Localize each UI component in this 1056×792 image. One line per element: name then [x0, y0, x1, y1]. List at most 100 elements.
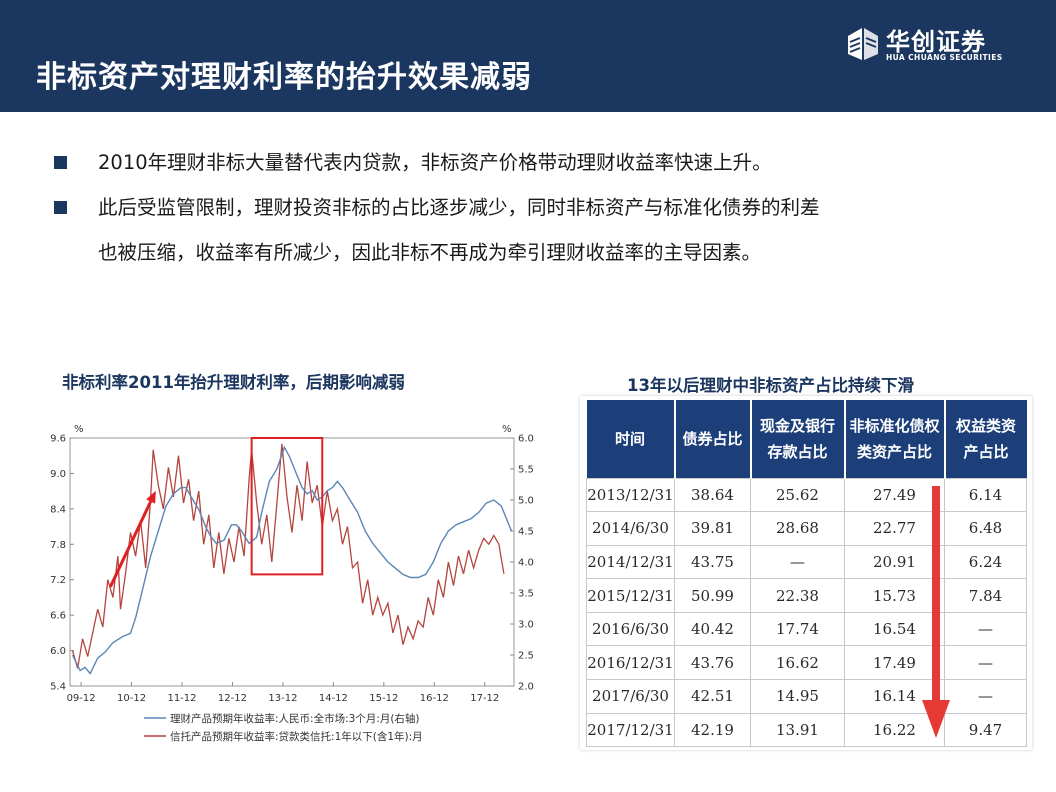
table-cell: 9.47 — [944, 712, 1027, 748]
series-line-wealth: 理财产品预期年收益率:人民币:全市场:3个月:月(右轴) — [71, 445, 513, 675]
allocation-table: 时间 债券占比 现金及银行 存款占比 非标准化债权 类资产占比 权益类资 产占比 2013/1… — [586, 400, 1027, 748]
x-tick-label: 10-12 — [117, 693, 146, 704]
table-cell: 25.62 — [750, 477, 845, 513]
bullet-square-icon — [54, 156, 67, 169]
header-bar: 非标资产对理财利率的抬升效果减弱 华创证券 HUA CHUANG SECURIT… — [0, 0, 1056, 112]
table-cell: 42.19 — [674, 712, 751, 748]
table-cell: 13.91 — [750, 712, 845, 748]
table-cell: 6.14 — [944, 477, 1027, 513]
left-tick-label: 5.4 — [50, 682, 66, 693]
table-cell: — — [944, 611, 1027, 647]
table-header-cell: 时间 — [586, 400, 676, 478]
right-tick-label: 4.5 — [518, 527, 534, 538]
right-tick-label: 2.5 — [518, 651, 534, 662]
bullet-item: 此后受监管限制，理财投资非标的占比逐步减少，同时非标资产与标准化债券的利差 也被… — [54, 185, 1014, 275]
table-cell: — — [944, 679, 1027, 714]
left-tick-label: 6.0 — [50, 646, 66, 657]
table-cell: 16.22 — [844, 712, 945, 748]
allocation-table-panel: 时间 债券占比 现金及银行 存款占比 非标准化债权 类资产占比 权益类资 产占比 2013/1… — [580, 396, 1032, 750]
table-header-text: 非标准化债权 — [849, 416, 940, 435]
table-cell: 39.81 — [674, 511, 751, 546]
table-header-text: 时间 — [614, 429, 645, 448]
table-cell: 22.77 — [844, 511, 945, 546]
table-header-cell: 非标准化债权 类资产占比 — [844, 400, 946, 478]
table-header-text: 权益类资 — [955, 416, 1016, 435]
left-tick-label: 7.8 — [50, 540, 66, 551]
table-cell: 16.54 — [844, 611, 945, 647]
bullet-text: 2010年理财非标大量替代表内贷款，非标资产价格带动理财收益率快速上升。 — [98, 151, 772, 174]
table-cell: 2014/6/30 — [586, 511, 675, 546]
left-axis-unit: % — [74, 424, 84, 435]
chart-title: 非标利率2011年抬升理财利率，后期影响减弱 — [62, 373, 405, 392]
chart-legend: 理财产品预期年收益率:人民币:全市场:3个月:月(右轴) 信托产品预期年收益率:贷… — [144, 712, 423, 743]
table-cell: 38.64 — [674, 477, 751, 513]
bullet-item: 2010年理财非标大量替代表内贷款，非标资产价格带动理财收益率快速上升。 — [54, 140, 1014, 185]
trend-arrow-head — [146, 490, 156, 504]
table-header-text: 现金及银行 — [759, 416, 835, 435]
table-cell: 2014/12/31 — [586, 544, 675, 580]
table-cell: 2017/12/31 — [586, 712, 675, 748]
right-tick-label: 6.0 — [518, 434, 534, 445]
table-body: 2013/12/31 38.64 25.62 27.49 6.14 2014/6/30 39… — [586, 477, 1027, 748]
left-tick-label: 9.0 — [50, 469, 66, 480]
right-tick-label: 2.0 — [518, 682, 534, 693]
table-cell: 42.51 — [674, 679, 751, 714]
x-tick-label: 15-12 — [369, 693, 398, 704]
table-row: 2016/6/30 40.42 17.74 16.54— — [586, 611, 1027, 647]
table-row: 2017/12/31 42.19 13.91 16.22 9.47 — [586, 712, 1027, 748]
table-row: 2017/6/30 42.51 14.95 16.14— — [586, 679, 1027, 714]
left-tick-label: 7.2 — [50, 575, 66, 586]
page-title: 非标资产对理财利率的抬升效果减弱 — [36, 60, 532, 95]
table-cell: 2013/12/31 — [586, 477, 675, 513]
table-row: 2013/12/31 38.64 25.62 27.49 6.14 — [586, 477, 1027, 513]
table-cell: 6.48 — [944, 511, 1027, 546]
table-cell: 2016/6/30 — [586, 611, 675, 647]
table-cell: 6.24 — [944, 544, 1027, 580]
table-header-text: 产占比 — [963, 442, 1009, 461]
table-header-row: 时间 债券占比 现金及银行 存款占比 非标准化债权 类资产占比 权益类资 产占比 — [586, 400, 1027, 478]
table-header-cell: 现金及银行 存款占比 — [750, 400, 846, 478]
table-cell: — — [944, 645, 1027, 681]
table-cell: 14.95 — [750, 679, 845, 714]
decline-arrow-icon — [922, 486, 950, 738]
table-header-cell: 债券占比 — [674, 400, 752, 478]
chart-annotations — [109, 437, 324, 588]
plot-frame — [69, 437, 515, 687]
x-tick-label: 13-12 — [268, 693, 297, 704]
logo-english-text: HUA CHUANG SECURITIES — [886, 53, 1003, 62]
right-tick-label: 4.0 — [518, 558, 534, 569]
chart-series: 信托产品预期年收益率:贷款类信托:1年以下(含1年):月理财产品预期年收益率:人… — [71, 443, 513, 675]
table-cell: 16.62 — [750, 645, 845, 681]
table-cell: 15.73 — [844, 578, 945, 613]
table-cell: 2017/6/30 — [586, 679, 675, 714]
legend-label: 信托产品预期年收益率:贷款类信托:1年以下(含1年):月 — [170, 730, 423, 743]
table-header-cell: 权益类资 产占比 — [944, 400, 1027, 478]
table-row: 2015/12/31 50.99 22.38 15.73 7.84 — [586, 578, 1027, 613]
table-cell: 2016/12/31 — [586, 645, 675, 681]
x-tick-label: 17-12 — [470, 693, 499, 704]
logo-chinese-text: 华创证券 — [886, 28, 986, 56]
table-cell: — — [750, 544, 845, 580]
x-tick-label: 12-12 — [218, 693, 247, 704]
right-tick-label: 5.0 — [518, 496, 534, 507]
table-cell: 28.68 — [750, 511, 845, 546]
left-tick-label: 6.6 — [50, 611, 66, 622]
table-row: 2014/12/31 43.75—20.91 6.24 — [586, 544, 1027, 580]
table-cell: 17.49 — [844, 645, 945, 681]
yield-line-chart: 9.6 9.0 8.4 7.8 7.2 6.6 6.0 5.4% 6.0 5.5 5.0 4.5 4.0… — [50, 424, 534, 743]
left-tick-label: 9.6 — [50, 434, 66, 445]
table-cell: 22.38 — [750, 578, 845, 613]
table-cell: 17.74 — [750, 611, 845, 647]
chart-axes: 9.6 9.0 8.4 7.8 7.2 6.6 6.0 5.4% 6.0 5.5 5.0 4.5 4.0… — [50, 424, 534, 704]
company-logo: 华创证券 HUA CHUANG SECURITIES — [846, 22, 1026, 66]
table-cell: 27.49 — [844, 477, 945, 513]
table-row: 2014/6/30 39.81 28.68 22.77 6.48 — [586, 511, 1027, 546]
table-cell: 7.84 — [944, 578, 1027, 613]
table-cell: 43.75 — [674, 544, 751, 580]
table-header-text: 存款占比 — [767, 442, 828, 461]
table-header-text: 类资产占比 — [856, 442, 932, 461]
table-cell: 43.76 — [674, 645, 751, 681]
legend-label: 理财产品预期年收益率:人民币:全市场:3个月:月(右轴) — [170, 712, 420, 725]
right-tick-label: 5.5 — [518, 465, 534, 476]
trend-arrow-shaft — [109, 500, 153, 588]
